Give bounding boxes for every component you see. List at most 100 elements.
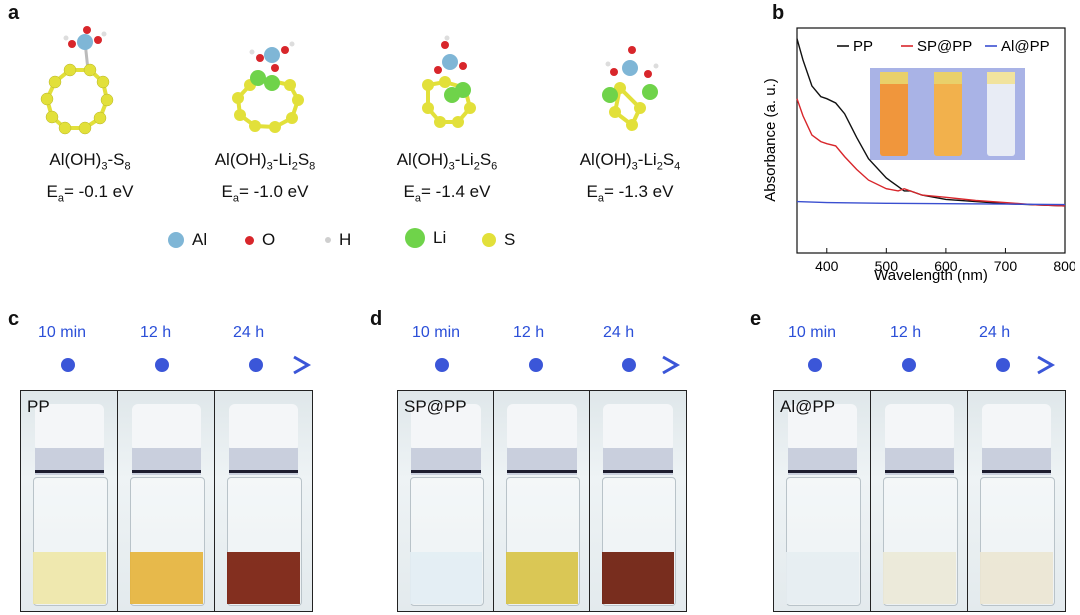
timeline-e: [785, 355, 1056, 375]
absorbance-chart: 400 500 600 700 800 PP SP@PP Al@PP Wavelength …: [762, 27, 1075, 284]
vial-band: [884, 470, 955, 474]
energy-label-4: Ea= -1.3 eV: [586, 182, 674, 205]
legend-label: SP@PP: [917, 38, 972, 55]
vial-septum: [411, 448, 481, 475]
vial-band: [411, 470, 481, 474]
vial-inset-photo: [870, 68, 1025, 160]
timeline-label: 12 h: [513, 324, 545, 341]
panel-label-a: a: [8, 2, 20, 24]
atom-legend-li: Li: [405, 228, 446, 248]
vial-cap: [884, 404, 955, 449]
series-line-pp: [796, 38, 1066, 207]
vial-band: [981, 470, 1052, 474]
timeline-marker: [808, 358, 822, 372]
vial-liquid: [129, 551, 204, 605]
panel-label-d: d: [370, 308, 383, 330]
vial-band: [507, 470, 577, 474]
y-axis-label: Absorbance (a. u.): [762, 78, 779, 201]
timeline-marker: [61, 358, 75, 372]
timeline-label: 12 h: [890, 324, 922, 341]
timeline-label: 10 min: [412, 324, 461, 341]
atom-legend-al: Al: [168, 230, 207, 250]
vial-photo: SP@PP: [397, 390, 495, 612]
formula-label-1: Al(OH)3-S8: [49, 150, 131, 173]
vial-band: [228, 470, 299, 474]
atom-legend-h: H: [325, 230, 351, 250]
vial-photo: [589, 390, 687, 612]
vial-liquid: [505, 551, 579, 605]
vial-band: [787, 470, 858, 474]
atom-legend-s: S: [482, 230, 515, 250]
li-atom-icon: [405, 228, 425, 248]
vial-photo: Al@PP: [773, 390, 872, 612]
timeline-label: 24 h: [979, 324, 1011, 341]
vial-cap: [411, 404, 481, 449]
x-tick-label: 500: [875, 258, 899, 274]
vial-septum: [603, 448, 673, 475]
timeline-marker: [435, 358, 449, 372]
vial-septum: [228, 448, 299, 475]
vial-cap: [787, 404, 858, 449]
vial-photo: [214, 390, 313, 612]
structure-al-oh3-li2s6: [422, 35, 476, 128]
timelines: [35, 355, 1056, 375]
timeline-label: 24 h: [233, 324, 265, 341]
timeline-arrowhead: [1037, 355, 1056, 375]
structure-al-oh3-li2s8: [232, 41, 304, 133]
timeline-marker: [902, 358, 916, 372]
vial-liquid: [882, 551, 957, 605]
vial-cap: [131, 404, 202, 449]
x-tick-label: 700: [994, 258, 1018, 274]
panel-label-e: e: [750, 308, 762, 330]
timeline-arrowhead: [293, 355, 312, 375]
vial-liquid: [601, 551, 675, 605]
vial-liquid: [785, 551, 860, 605]
formula-label-3: Al(OH)3-Li2S6: [396, 150, 498, 173]
vial-photo: [870, 390, 969, 612]
molecular-structures: [40, 26, 659, 135]
energy-label-1: Ea= -0.1 eV: [46, 182, 134, 205]
h-atom-icon: [325, 237, 331, 243]
vial-photo: PP: [20, 390, 119, 612]
x-axis-label: Wavelength (nm): [874, 267, 988, 284]
structure-al-oh3-li2s4: [602, 46, 659, 131]
timeline-c: [35, 355, 312, 375]
plot-frame: [796, 27, 1066, 254]
vial-liquid: [409, 551, 483, 605]
timeline-arrowhead: [662, 355, 681, 375]
x-tick-label: 400: [815, 258, 839, 274]
energy-label-2: Ea= -1.0 eV: [221, 182, 309, 205]
formula-label-4: Al(OH)3-Li2S4: [579, 150, 681, 173]
structure-al-oh3-s8: [40, 26, 114, 135]
absorbance-series: [796, 38, 1066, 207]
timeline-marker: [155, 358, 169, 372]
x-axis-ticks: 400 500 600 700 800: [815, 248, 1075, 274]
vial-septum: [981, 448, 1052, 475]
panel-label-c: c: [8, 308, 20, 330]
vial-liquid: [226, 551, 301, 605]
vial-photo: [493, 390, 591, 612]
vial-band: [34, 470, 105, 474]
vial-photo: [967, 390, 1066, 612]
atom-legend-o: O: [245, 230, 275, 250]
series-line-al-at-pp: [796, 200, 1066, 206]
vial-photo: [117, 390, 216, 612]
legend-label: PP: [853, 38, 873, 55]
series-line-sp-at-pp: [796, 98, 1066, 207]
vial-band: [603, 470, 673, 474]
sample-label: PP: [27, 397, 50, 416]
x-tick-label: 600: [934, 258, 958, 274]
timeline-marker: [996, 358, 1010, 372]
timeline-marker: [529, 358, 543, 372]
vial-septum: [507, 448, 577, 475]
panel-label-b: b: [772, 2, 785, 24]
vial-liquid: [979, 551, 1054, 605]
timeline-label: 24 h: [603, 324, 635, 341]
vial-septum: [34, 448, 105, 475]
vial-septum: [131, 448, 202, 475]
vial-cap: [34, 404, 105, 449]
timeline-label: 10 min: [788, 324, 837, 341]
timeline-d: [412, 355, 681, 375]
timeline-marker: [249, 358, 263, 372]
chart-legend: PP SP@PP Al@PP: [837, 38, 1050, 55]
